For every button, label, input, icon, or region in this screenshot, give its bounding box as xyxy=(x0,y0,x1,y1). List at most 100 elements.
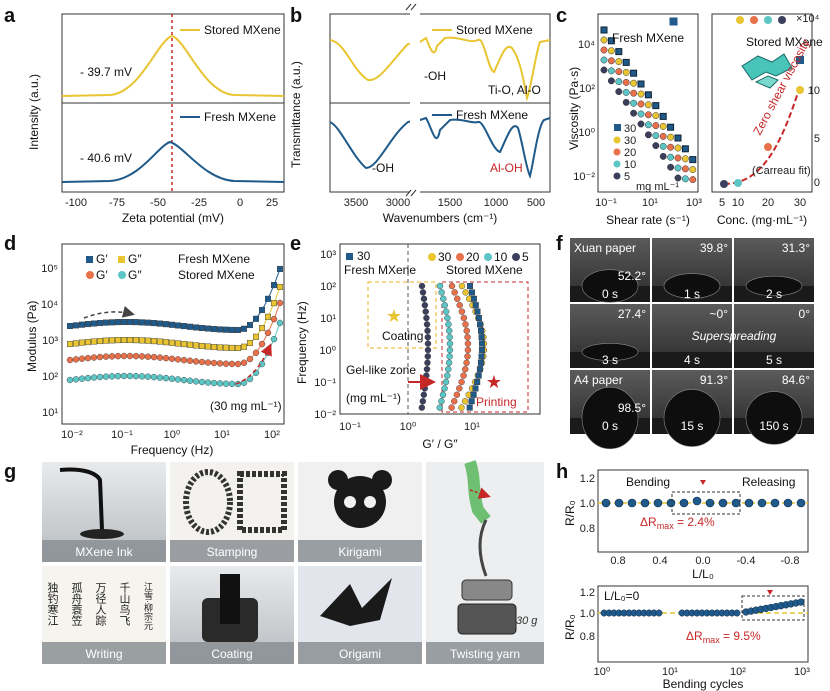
panel-e-label: e xyxy=(290,233,301,255)
d-ytick: 10³ xyxy=(42,335,58,347)
calligraphy-col: 千山鸟飞 xyxy=(118,582,131,626)
stored-zeta-value: - 39.7 mV xyxy=(80,65,132,79)
panel-a-ylabel: Intensity (a.u.) xyxy=(27,74,41,150)
h-bottom-ytick: 0.8 xyxy=(580,631,595,643)
modulus-point xyxy=(252,349,260,356)
panel-e-frame xyxy=(339,243,541,415)
modulus-point xyxy=(210,344,217,351)
ratio-point xyxy=(454,295,461,302)
modulus-point xyxy=(174,356,182,363)
modulus-point xyxy=(162,321,169,328)
viscosity-series xyxy=(600,26,697,184)
h-top-xtick: -0.4 xyxy=(737,555,756,567)
d-legend: G′ G″ Fresh MXene G′ G″ Stored MXene xyxy=(86,252,255,282)
h-top-delta: ΔRmax = 2.4% xyxy=(640,515,715,531)
ratio-point xyxy=(464,346,472,354)
caption-twisting-yarn: Twisting yarn xyxy=(450,647,520,661)
ratio-point xyxy=(478,327,485,334)
modulus-point xyxy=(259,307,266,314)
viscosity-point xyxy=(637,90,645,98)
viscosity-point xyxy=(681,145,689,153)
modulus-point xyxy=(78,375,86,382)
modulus-point xyxy=(120,372,128,380)
modulus-point xyxy=(162,339,169,346)
panda-eye-icon xyxy=(364,496,376,508)
modulus-point xyxy=(150,373,158,381)
b-xtick: 3000 xyxy=(386,197,410,209)
modulus-point xyxy=(216,380,224,387)
modulus-point xyxy=(222,326,229,333)
h-bottom-xtick: 10¹ xyxy=(662,666,678,678)
panel-d-frame xyxy=(61,243,285,425)
viscosity-point xyxy=(607,77,615,85)
stored-ftir-curve xyxy=(329,36,551,102)
ratio-point xyxy=(468,398,475,405)
printing-star-icon: ★ xyxy=(486,372,502,392)
viscosity-point xyxy=(622,98,630,106)
viscosity-point xyxy=(600,66,608,74)
d-ytick: 10⁵ xyxy=(41,263,58,275)
h-top-marker-icon xyxy=(700,480,706,485)
ratio-point xyxy=(418,404,426,411)
ratio-point xyxy=(470,295,477,302)
ratio-point xyxy=(420,391,428,398)
ratio-point xyxy=(424,346,432,354)
frame-time: 3 s xyxy=(602,353,618,367)
h-bottom-ylabel: R/R₀ xyxy=(563,614,577,640)
caption-writing: Writing xyxy=(85,647,122,661)
coated-substrate xyxy=(220,574,240,624)
e-legend-marker xyxy=(512,253,520,261)
ratio-point xyxy=(445,321,452,328)
modulus-point xyxy=(252,333,259,340)
ratio-point xyxy=(472,302,479,309)
viscosity-point xyxy=(674,174,682,182)
modulus-point xyxy=(240,325,247,332)
h-bottom-delta-sub: max xyxy=(703,635,721,645)
ratio-point xyxy=(436,404,443,411)
viscosity-point xyxy=(637,120,645,128)
ratio-point xyxy=(463,359,470,366)
ratio-point xyxy=(477,321,484,328)
contact-angle-value: 52.2° xyxy=(618,269,646,283)
e-ytick: 10² xyxy=(320,281,336,293)
modulus-point xyxy=(222,344,229,351)
viscosity-point xyxy=(681,155,689,163)
c-conc-marker-yellow xyxy=(736,16,744,24)
c-conc-point xyxy=(720,180,728,188)
ratio-point xyxy=(440,295,447,302)
viscosity-point xyxy=(600,56,608,64)
c-legend-label: 5 xyxy=(624,171,630,183)
c-ytick: 10⁰ xyxy=(578,127,595,139)
panel-g-label: g xyxy=(4,461,16,483)
droplet xyxy=(581,386,639,450)
modulus-point xyxy=(66,341,73,348)
modulus-point xyxy=(150,353,158,361)
modulus-point xyxy=(72,376,80,383)
h-bottom-point xyxy=(655,609,663,617)
ratio-point xyxy=(423,366,431,373)
ratio-point xyxy=(446,346,454,354)
modulus-point xyxy=(198,343,205,350)
h-top-ytick: 1.0 xyxy=(580,498,595,510)
a-xtick: -25 xyxy=(191,197,207,209)
frame-time: 0 s xyxy=(602,419,618,433)
viscosity-point xyxy=(600,26,608,34)
viscosity-point xyxy=(607,57,615,65)
b-xtick: 500 xyxy=(527,197,545,209)
modulus-point xyxy=(234,326,241,333)
c-legend-label: 30 xyxy=(624,123,636,135)
viscosity-point xyxy=(630,109,638,117)
modulus-point xyxy=(174,340,181,347)
ratio-point xyxy=(421,302,429,309)
modulus-point xyxy=(90,374,98,381)
modulus-point xyxy=(210,359,218,367)
ratio-point xyxy=(467,283,474,290)
h-top-ylabel: R/R₀ xyxy=(563,500,577,526)
modulus-point xyxy=(258,340,266,348)
droplet xyxy=(663,273,721,299)
modulus-point xyxy=(138,337,145,344)
h-bottom-delta-value: = 9.5% xyxy=(720,629,761,643)
h-top-xlabel: L/L₀ xyxy=(692,567,714,581)
h-bottom-frame xyxy=(597,585,809,663)
